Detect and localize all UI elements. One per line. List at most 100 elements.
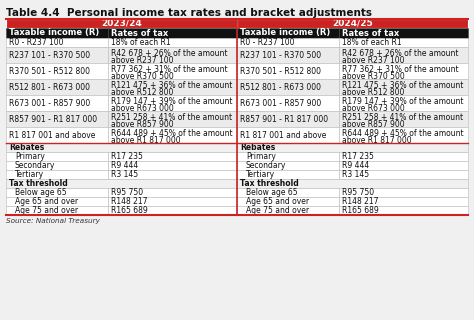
Text: Taxable income (R): Taxable income (R): [240, 28, 330, 37]
Text: R17 235: R17 235: [342, 152, 374, 161]
Text: R9 444: R9 444: [342, 161, 369, 170]
Text: R77 362 + 31% of the amount: R77 362 + 31% of the amount: [342, 65, 458, 74]
Bar: [237, 179, 468, 188]
Bar: [6, 111, 108, 127]
Bar: [237, 197, 338, 206]
Text: above R512 800: above R512 800: [342, 88, 404, 97]
Bar: [108, 79, 237, 95]
Bar: [338, 111, 468, 127]
Text: Age 75 and over: Age 75 and over: [246, 206, 309, 215]
Text: Tertiary: Tertiary: [15, 170, 44, 179]
Text: R644 489 + 45% of the amount: R644 489 + 45% of the amount: [110, 129, 232, 138]
Text: R251 258 + 41% of the amount: R251 258 + 41% of the amount: [110, 113, 232, 122]
Bar: [108, 197, 237, 206]
Bar: [338, 38, 468, 47]
Bar: [237, 161, 338, 170]
Text: Source: National Treasury: Source: National Treasury: [6, 218, 100, 224]
Text: R1 817 001 and above: R1 817 001 and above: [240, 131, 327, 140]
Bar: [338, 79, 468, 95]
Text: R673 001 - R857 900: R673 001 - R857 900: [9, 99, 90, 108]
Bar: [108, 38, 237, 47]
Text: Taxable income (R): Taxable income (R): [9, 28, 99, 37]
Bar: [237, 127, 338, 143]
Text: Age 75 and over: Age 75 and over: [15, 206, 78, 215]
Text: Rates of tax: Rates of tax: [342, 28, 399, 37]
Bar: [6, 143, 237, 152]
Text: R857 901 - R1 817 000: R857 901 - R1 817 000: [9, 115, 97, 124]
Bar: [6, 28, 108, 38]
Text: 18% of each R1: 18% of each R1: [110, 38, 170, 47]
Text: Rebates: Rebates: [240, 143, 275, 152]
Text: R121 475 + 36% of the amount: R121 475 + 36% of the amount: [110, 81, 232, 90]
Text: R673 001 - R857 900: R673 001 - R857 900: [240, 99, 321, 108]
Text: Table 4.4  Personal income tax rates and bracket adjustments: Table 4.4 Personal income tax rates and …: [6, 8, 372, 18]
Text: Tax threshold: Tax threshold: [9, 179, 68, 188]
Bar: [108, 28, 237, 38]
Bar: [6, 152, 108, 161]
Text: R0 - R237 100: R0 - R237 100: [9, 38, 64, 47]
Text: Primary: Primary: [15, 152, 45, 161]
Bar: [6, 206, 108, 215]
Text: 18% of each R1: 18% of each R1: [342, 38, 401, 47]
Text: R3 145: R3 145: [342, 170, 369, 179]
Text: above R1 817 000: above R1 817 000: [342, 136, 411, 145]
Bar: [338, 127, 468, 143]
Text: Age 65 and over: Age 65 and over: [246, 197, 309, 206]
Text: R148 217: R148 217: [110, 197, 147, 206]
Bar: [108, 95, 237, 111]
Bar: [237, 38, 338, 47]
Text: R857 901 - R1 817 000: R857 901 - R1 817 000: [240, 115, 328, 124]
Text: R95 750: R95 750: [342, 188, 374, 197]
Text: R9 444: R9 444: [110, 161, 138, 170]
Text: 2024/25: 2024/25: [332, 19, 373, 28]
Bar: [108, 63, 237, 79]
Text: R370 501 - R512 800: R370 501 - R512 800: [240, 67, 321, 76]
Bar: [237, 47, 338, 63]
Bar: [108, 152, 237, 161]
Text: above R370 500: above R370 500: [342, 72, 404, 81]
Bar: [237, 63, 338, 79]
Text: R17 235: R17 235: [110, 152, 143, 161]
Text: Primary: Primary: [246, 152, 276, 161]
Text: R148 217: R148 217: [342, 197, 378, 206]
Bar: [338, 28, 468, 38]
Bar: [338, 170, 468, 179]
Bar: [338, 197, 468, 206]
Text: 2023/24: 2023/24: [101, 19, 142, 28]
Bar: [6, 170, 108, 179]
Bar: [338, 152, 468, 161]
Text: R121 475 + 36% of the amount: R121 475 + 36% of the amount: [342, 81, 463, 90]
Text: R165 689: R165 689: [342, 206, 378, 215]
Text: above R673 000: above R673 000: [110, 104, 173, 113]
Text: above R1 817 000: above R1 817 000: [110, 136, 180, 145]
Bar: [237, 19, 468, 28]
Bar: [6, 47, 108, 63]
Bar: [237, 152, 338, 161]
Text: R42 678 + 26% of the amount: R42 678 + 26% of the amount: [110, 49, 227, 58]
Bar: [6, 188, 108, 197]
Text: R512 801 - R673 000: R512 801 - R673 000: [9, 83, 90, 92]
Bar: [108, 47, 237, 63]
Text: above R237 100: above R237 100: [342, 56, 404, 65]
Text: Secondary: Secondary: [246, 161, 286, 170]
Text: R179 147 + 39% of the amount: R179 147 + 39% of the amount: [110, 97, 232, 106]
Text: R3 145: R3 145: [110, 170, 138, 179]
Bar: [108, 161, 237, 170]
Text: R512 801 - R673 000: R512 801 - R673 000: [240, 83, 321, 92]
Text: above R673 000: above R673 000: [342, 104, 404, 113]
Text: R95 750: R95 750: [110, 188, 143, 197]
Bar: [338, 188, 468, 197]
Text: R165 689: R165 689: [110, 206, 147, 215]
Bar: [6, 79, 108, 95]
Bar: [6, 127, 108, 143]
Text: R644 489 + 45% of the amount: R644 489 + 45% of the amount: [342, 129, 463, 138]
Bar: [237, 188, 338, 197]
Bar: [6, 63, 108, 79]
Text: above R370 500: above R370 500: [110, 72, 173, 81]
Bar: [6, 95, 108, 111]
Bar: [6, 38, 108, 47]
Text: above R857 900: above R857 900: [110, 120, 173, 129]
Text: Below age 65: Below age 65: [246, 188, 298, 197]
Text: above R237 100: above R237 100: [110, 56, 173, 65]
Bar: [108, 206, 237, 215]
